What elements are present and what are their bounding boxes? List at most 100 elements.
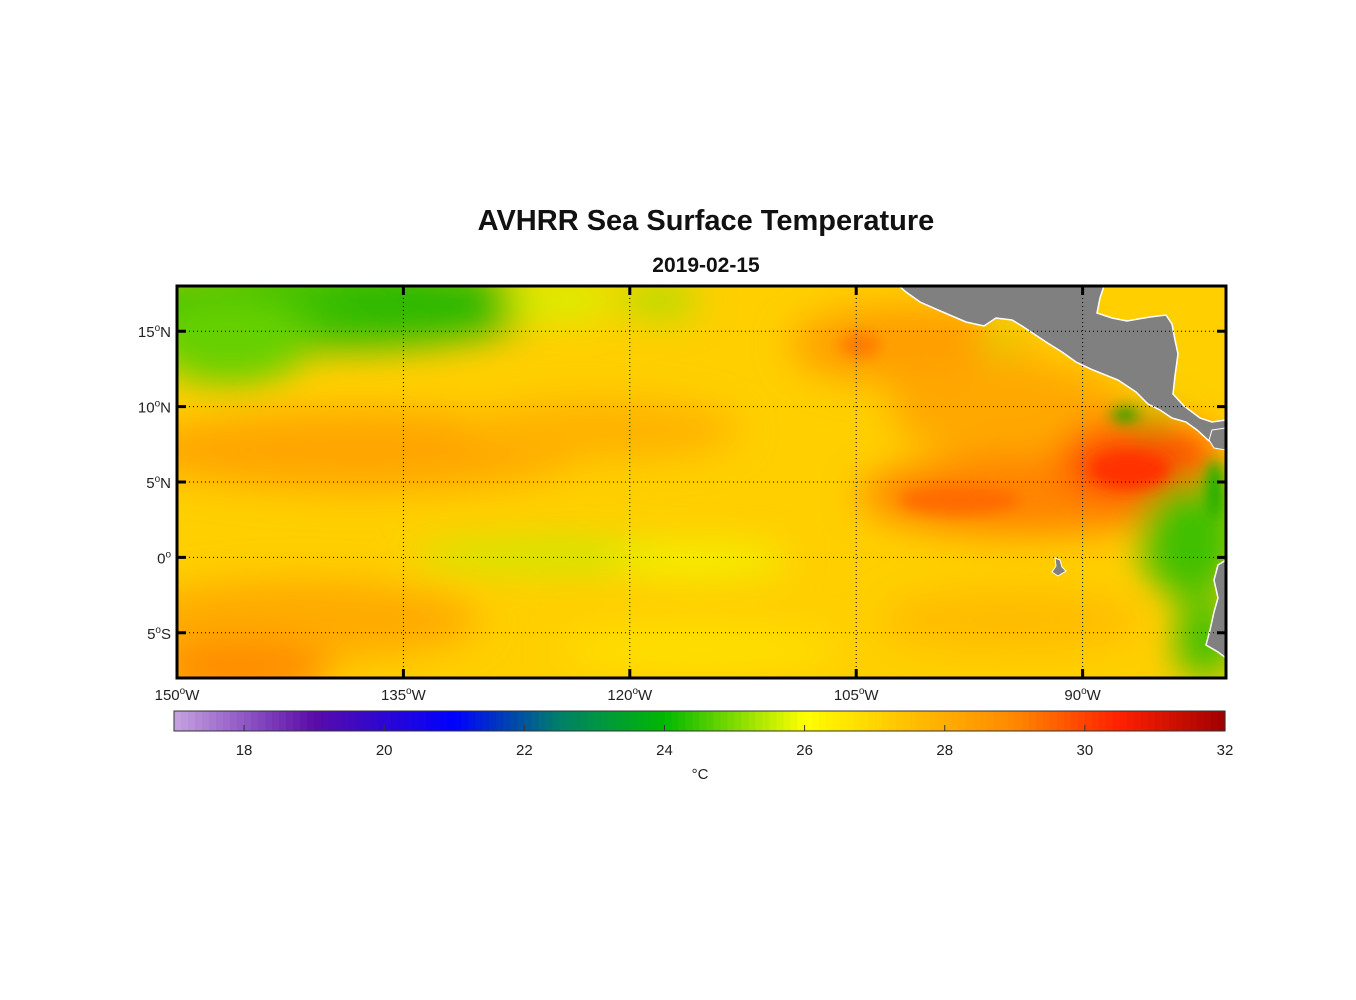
colorbar-swatch	[1021, 711, 1030, 731]
lat-labels: 15oN 10oN 5oN 0o 5oS	[138, 323, 172, 643]
colorbar-swatch	[601, 711, 610, 731]
colorbar-swatch	[1140, 711, 1149, 731]
colorbar-swatch	[923, 711, 932, 731]
colorbar-swatch	[1035, 711, 1044, 731]
map-ticks	[175, 286, 1226, 678]
colorbar-swatch	[412, 711, 420, 731]
colorbar-swatch	[468, 711, 476, 731]
galapagos-land	[1051, 557, 1067, 577]
colorbar-swatch	[538, 711, 546, 731]
colorbar-swatch	[1084, 711, 1093, 731]
colorbar-swatch	[587, 711, 595, 731]
colorbar-tick-label: 24	[656, 742, 673, 759]
colorbar-swatch	[1203, 711, 1212, 731]
colorbar-swatch	[223, 711, 231, 731]
colorbar-swatch	[692, 711, 701, 731]
colorbar-swatch	[951, 711, 960, 731]
colorbar-swatch	[881, 711, 890, 731]
colorbar-swatch	[804, 711, 813, 731]
colorbar-swatch	[384, 711, 392, 731]
sst-field-fine-patches	[840, 333, 1225, 520]
colorbar-swatch	[909, 711, 918, 731]
colorbar-swatch	[552, 711, 560, 731]
colorbar-swatch	[811, 711, 820, 731]
lat-tick-label: 0o	[157, 549, 171, 567]
colorbar-swatch	[1077, 711, 1086, 731]
colorbar-swatch	[895, 711, 904, 731]
colorbar-swatch	[1189, 711, 1198, 731]
colorbar-swatch	[573, 711, 581, 731]
colorbar-swatch	[608, 711, 617, 731]
colorbar-swatch	[237, 711, 245, 731]
colorbar-swatch	[902, 711, 911, 731]
colorbar-swatch	[531, 711, 539, 731]
colorbar-swatch	[832, 711, 841, 731]
colorbar-tick-label: 22	[516, 742, 533, 759]
colorbar-swatch	[1098, 711, 1107, 731]
colorbar-swatch	[867, 711, 876, 731]
colorbar-swatch	[391, 711, 399, 731]
colorbar-swatch	[1196, 711, 1205, 731]
colorbar-swatch	[524, 711, 532, 731]
colorbar-frame	[173, 710, 1226, 732]
colorbar-swatch	[741, 711, 750, 731]
colorbar-swatch	[517, 711, 525, 731]
colorbar-swatch	[461, 711, 469, 731]
colorbar-tick-label: 30	[1077, 742, 1094, 759]
colorbar-tick-label: 32	[1217, 742, 1234, 759]
colorbar-swatch	[475, 711, 483, 731]
colorbar-swatch	[1049, 711, 1058, 731]
chart-title: AVHRR Sea Surface Temperature	[477, 205, 935, 237]
lat-tick-label: 5oN	[146, 474, 171, 492]
colorbar-swatch	[706, 711, 715, 731]
lon-labels: 150oW 135oW 120oW 105oW 90oW	[155, 686, 1102, 704]
colorbar-swatch	[363, 711, 371, 731]
colorbar-swatch	[790, 711, 799, 731]
colorbar-swatch	[321, 711, 329, 731]
colorbar-swatch	[594, 711, 603, 731]
colorbar-swatch	[1063, 711, 1072, 731]
colorbar-swatch	[650, 711, 659, 731]
colorbar-swatch	[937, 711, 946, 731]
colorbar-swatch	[433, 711, 441, 731]
colorbar-swatch	[748, 711, 757, 731]
colorbar-swatch	[846, 711, 855, 731]
colorbar-swatch	[566, 711, 574, 731]
colorbar-swatch	[972, 711, 981, 731]
lon-tick-label: 120oW	[607, 686, 653, 704]
colorbar	[174, 711, 1226, 731]
colorbar-swatch	[769, 711, 778, 731]
colorbar-swatch	[293, 711, 301, 731]
colorbar-swatch	[853, 711, 862, 731]
colorbar-swatch	[342, 711, 350, 731]
colorbar-unit: °C	[692, 766, 709, 783]
colorbar-swatch	[1217, 711, 1226, 731]
colorbar-swatch	[580, 711, 588, 731]
colorbar-swatch	[671, 711, 680, 731]
lon-tick-label: 105oW	[834, 686, 880, 704]
colorbar-swatch	[1070, 711, 1079, 731]
colorbar-swatch	[783, 711, 792, 731]
colorbar-swatch	[181, 711, 189, 731]
colorbar-swatch	[755, 711, 764, 731]
colorbar-swatch	[454, 711, 462, 731]
colorbar-swatch	[503, 711, 511, 731]
colorbar-swatch	[1000, 711, 1009, 731]
colorbar-swatch	[979, 711, 988, 731]
colorbar-swatch	[1042, 711, 1051, 731]
colorbar-swatch	[678, 711, 687, 731]
colorbar-swatch	[958, 711, 967, 731]
colorbar-swatch	[377, 711, 385, 731]
colorbar-swatch	[496, 711, 504, 731]
colorbar-swatch	[258, 711, 266, 731]
colorbar-swatch	[349, 711, 357, 731]
colorbar-swatch	[1133, 711, 1142, 731]
colorbar-swatch	[888, 711, 897, 731]
colorbar-swatch	[1105, 711, 1114, 731]
colorbar-swatch	[944, 711, 953, 731]
colorbar-tick-label: 28	[936, 742, 953, 759]
colorbar-swatch	[776, 711, 785, 731]
colorbar-swatch	[216, 711, 224, 731]
